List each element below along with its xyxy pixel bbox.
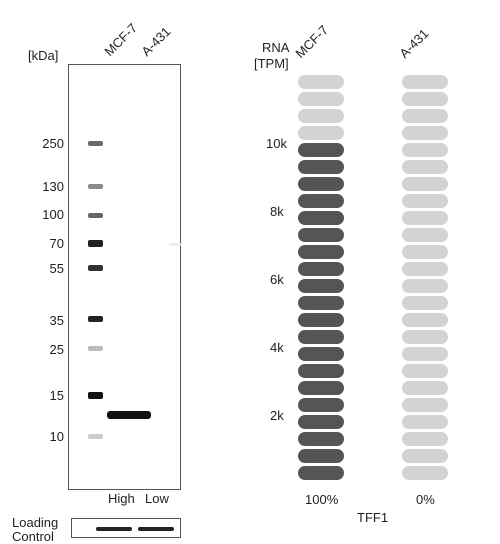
- rna-a431-unit-3: [402, 109, 448, 123]
- loading-control-label-1: Loading: [12, 515, 59, 530]
- rna-a431-unit-13: [402, 279, 448, 293]
- rna-mcf7-unit-20: [298, 398, 344, 412]
- rna-mcf7-unit-22: [298, 432, 344, 446]
- rna-mcf7-unit-23: [298, 449, 344, 463]
- ladder-band-10: [88, 434, 103, 439]
- rna-bar-a431: [402, 0, 448, 543]
- rna-mcf7-unit-7: [298, 177, 344, 191]
- gene-name-label: TFF1: [357, 510, 389, 525]
- rna-mcf7-unit-24: [298, 466, 344, 480]
- rna-percent-a431: 0%: [416, 492, 435, 507]
- kda-unit-label: [kDa]: [28, 48, 59, 63]
- rna-title-line1: RNA: [262, 40, 290, 55]
- rna-mcf7-unit-2: [298, 92, 344, 106]
- ladder-band-15: [88, 392, 103, 399]
- rna-mcf7-unit-3: [298, 109, 344, 123]
- marker-25: 25: [49, 342, 64, 357]
- rna-a431-unit-8: [402, 194, 448, 208]
- marker-250: 250: [42, 136, 64, 151]
- rna-a431-unit-1: [402, 75, 448, 89]
- marker-10: 10: [49, 429, 64, 444]
- ladder-band-70: [88, 240, 103, 247]
- tff1-band-mcf7: [107, 411, 151, 419]
- rna-mcf7-unit-17: [298, 347, 344, 361]
- marker-55: 55: [49, 261, 64, 276]
- rna-a431-unit-15: [402, 313, 448, 327]
- rna-tick-8k: 8k: [270, 204, 284, 219]
- rna-a431-unit-12: [402, 262, 448, 276]
- rna-title-line2: [TPM]: [254, 56, 289, 71]
- marker-35: 35: [49, 313, 64, 328]
- rna-a431-unit-18: [402, 364, 448, 378]
- ladder-band-55: [88, 265, 103, 271]
- rna-a431-unit-4: [402, 126, 448, 140]
- rna-a431-unit-7: [402, 177, 448, 191]
- rna-a431-unit-17: [402, 347, 448, 361]
- rna-mcf7-unit-5: [298, 143, 344, 157]
- rna-a431-unit-9: [402, 211, 448, 225]
- rna-tick-4k: 4k: [270, 340, 284, 355]
- marker-70: 70: [49, 236, 64, 251]
- rna-mcf7-unit-13: [298, 279, 344, 293]
- marker-130: 130: [42, 179, 64, 194]
- lane-label-a431: A-431: [138, 23, 174, 59]
- rna-mcf7-unit-15: [298, 313, 344, 327]
- ladder-band-25: [88, 346, 103, 351]
- rna-mcf7-unit-6: [298, 160, 344, 174]
- ladder-band-250: [88, 141, 103, 146]
- loading-control-band-a431: [138, 527, 174, 531]
- rna-bar-mcf7: [298, 0, 344, 543]
- western-blot-panel: [68, 64, 181, 490]
- rna-mcf7-unit-12: [298, 262, 344, 276]
- rna-mcf7-unit-8: [298, 194, 344, 208]
- rna-a431-unit-22: [402, 432, 448, 446]
- loading-control-panel: [71, 518, 181, 538]
- rna-mcf7-unit-14: [298, 296, 344, 310]
- rna-a431-unit-11: [402, 245, 448, 259]
- marker-15: 15: [49, 388, 64, 403]
- rna-mcf7-unit-9: [298, 211, 344, 225]
- rna-a431-unit-21: [402, 415, 448, 429]
- lane-label-mcf7: MCF-7: [101, 20, 141, 60]
- ladder-band-130: [88, 184, 103, 189]
- loading-control-label-2: Control: [12, 529, 54, 544]
- ladder-band-100: [88, 213, 103, 218]
- rna-mcf7-unit-21: [298, 415, 344, 429]
- rna-a431-unit-23: [402, 449, 448, 463]
- rna-a431-unit-19: [402, 381, 448, 395]
- expression-low-label: Low: [145, 491, 169, 506]
- rna-a431-unit-6: [402, 160, 448, 174]
- faint-spot-a431: [169, 243, 181, 246]
- loading-control-band-mcf7: [96, 527, 132, 531]
- rna-percent-mcf7: 100%: [305, 492, 339, 507]
- rna-mcf7-unit-16: [298, 330, 344, 344]
- rna-tick-10k: 10k: [266, 136, 287, 151]
- rna-mcf7-unit-11: [298, 245, 344, 259]
- rna-a431-unit-24: [402, 466, 448, 480]
- rna-a431-unit-5: [402, 143, 448, 157]
- ladder-band-35: [88, 316, 103, 322]
- rna-mcf7-unit-10: [298, 228, 344, 242]
- rna-mcf7-unit-4: [298, 126, 344, 140]
- rna-mcf7-unit-19: [298, 381, 344, 395]
- rna-a431-unit-20: [402, 398, 448, 412]
- rna-a431-unit-2: [402, 92, 448, 106]
- rna-a431-unit-16: [402, 330, 448, 344]
- expression-high-label: High: [108, 491, 135, 506]
- rna-tick-6k: 6k: [270, 272, 284, 287]
- rna-mcf7-unit-1: [298, 75, 344, 89]
- marker-100: 100: [42, 207, 64, 222]
- rna-tick-2k: 2k: [270, 408, 284, 423]
- rna-a431-unit-10: [402, 228, 448, 242]
- rna-a431-unit-14: [402, 296, 448, 310]
- rna-mcf7-unit-18: [298, 364, 344, 378]
